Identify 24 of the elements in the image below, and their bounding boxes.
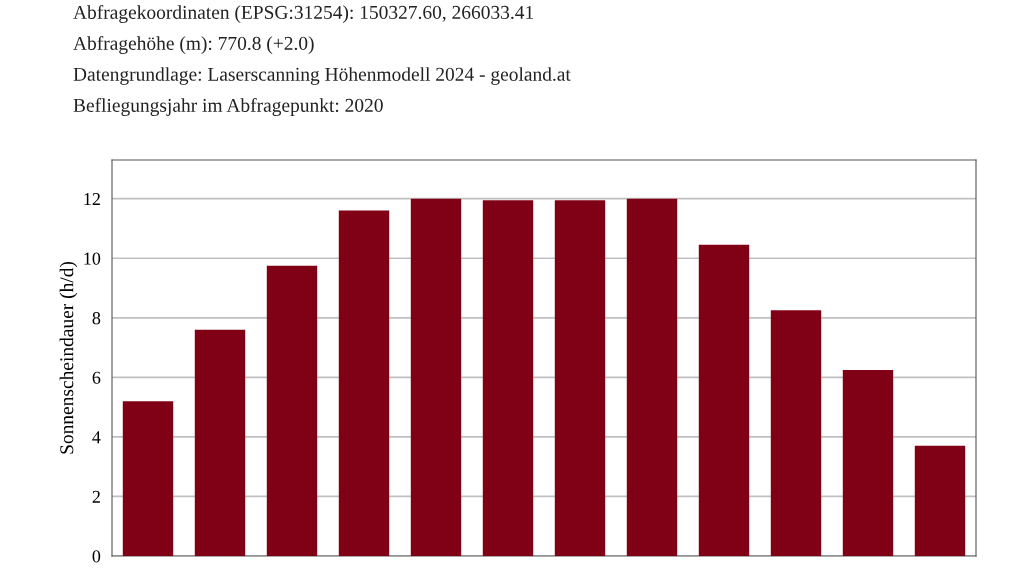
text: Befliegungsjahr im Abfragepunkt: 2020 [73, 98, 383, 116]
bar [410, 198, 462, 556]
y-tick-label: 10 [84, 252, 101, 265]
y-axis-title: Sonnenscheindauer (h/d) [59, 261, 78, 454]
text: Abfragekoordinaten (EPSG:31254): 150327.60, 266033.41 [73, 5, 534, 23]
text: Datengrundlage: Laserscanning Höhenmodell 2024 - geoland.at [73, 67, 571, 85]
bar [338, 210, 390, 556]
bar [122, 401, 174, 556]
bar [626, 198, 678, 556]
y-tick-label: 2 [92, 490, 100, 503]
bar [482, 200, 534, 556]
bar [914, 445, 966, 556]
text: Abfragehöhe (m): 770.8 (+2.0) [73, 36, 314, 54]
bar [194, 329, 246, 556]
bar [770, 310, 822, 556]
y-tick-label: 8 [92, 312, 101, 325]
bar [698, 244, 750, 556]
bar [554, 200, 606, 556]
bar [266, 265, 318, 556]
y-tick-label: 0 [92, 550, 101, 563]
y-tick-label: 12 [84, 193, 100, 205]
y-tick-label: 4 [92, 431, 101, 444]
y-tick-label: 6 [92, 371, 101, 384]
bar [842, 369, 894, 556]
